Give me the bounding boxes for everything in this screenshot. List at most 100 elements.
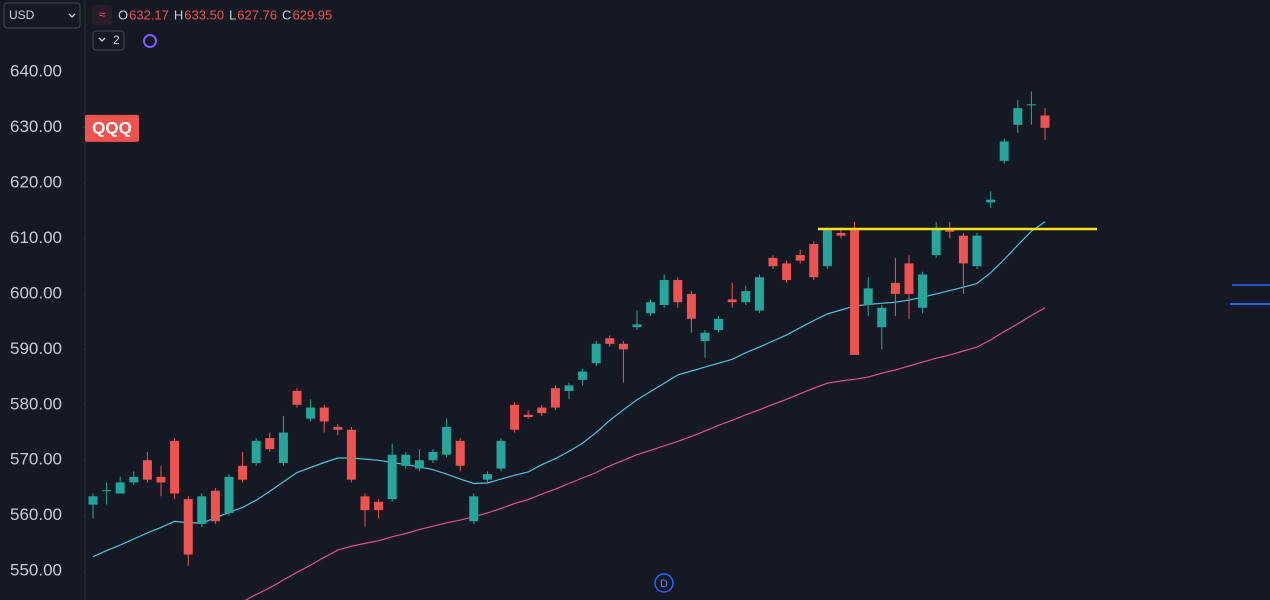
candle-body xyxy=(700,332,710,342)
y-tick-label: 610.00 xyxy=(10,228,62,247)
y-tick-label: 570.00 xyxy=(10,450,62,469)
event-marker[interactable] xyxy=(654,573,674,593)
legend-key: L xyxy=(229,7,236,22)
candle-body xyxy=(890,282,900,294)
symbol-icon-glyph: ≈ xyxy=(99,8,106,22)
candle-body xyxy=(265,438,275,450)
legend-value: 627.76 xyxy=(237,7,277,22)
currency-select[interactable] xyxy=(3,2,81,29)
candle-body xyxy=(782,263,792,281)
candle-body xyxy=(129,476,139,483)
candle-body xyxy=(945,230,955,232)
candle-body xyxy=(251,440,261,464)
candle-body xyxy=(591,343,601,364)
candle-body xyxy=(224,476,234,513)
candle-body xyxy=(156,476,166,483)
candle-body xyxy=(115,482,125,494)
candle-body xyxy=(523,414,533,418)
candle-body xyxy=(469,496,479,522)
price-label xyxy=(85,114,139,142)
candle-body xyxy=(646,302,656,314)
candle-body xyxy=(550,388,560,408)
candle-body xyxy=(578,371,588,380)
candle-body xyxy=(768,257,778,267)
candle-body xyxy=(142,460,152,480)
y-tick-label: 600.00 xyxy=(10,283,62,302)
candle-body xyxy=(292,390,302,405)
candle-body xyxy=(88,496,98,505)
candle-body xyxy=(333,426,343,430)
candle-body xyxy=(510,404,520,430)
candle-body xyxy=(482,474,492,480)
candle-body xyxy=(1026,104,1036,106)
moving-average xyxy=(244,307,1046,600)
candle-body xyxy=(904,263,914,294)
candle-body xyxy=(210,490,220,522)
candle-body xyxy=(428,451,438,461)
candle-body xyxy=(1013,108,1023,125)
legend-key: H xyxy=(174,7,183,22)
toggle-arrow xyxy=(98,37,106,42)
candle-body xyxy=(278,432,288,464)
legend-value: 629.95 xyxy=(292,7,332,22)
currency: USD xyxy=(9,8,35,22)
candle-body xyxy=(401,454,411,466)
candle-body xyxy=(346,429,356,480)
candle-body xyxy=(673,280,683,303)
candle-body xyxy=(564,385,574,391)
candle-body xyxy=(605,338,615,344)
candle-body xyxy=(1040,115,1050,128)
candle-body xyxy=(795,255,805,261)
candle-body xyxy=(741,291,751,303)
candle-body xyxy=(986,199,996,203)
candle-body xyxy=(714,318,724,330)
event-marker-label: D xyxy=(660,578,668,590)
candle-body xyxy=(863,288,873,305)
candle-body xyxy=(659,280,669,305)
candle-body xyxy=(618,343,628,350)
candle-body xyxy=(632,324,642,328)
candle-body xyxy=(686,293,696,319)
candle-body xyxy=(183,499,193,555)
candle-body xyxy=(836,232,846,236)
candle-body xyxy=(972,235,982,267)
candle-body xyxy=(958,235,968,264)
candle-body xyxy=(918,274,928,308)
reload-icon[interactable] xyxy=(143,34,157,48)
symbol-icon xyxy=(92,5,112,25)
candle-body xyxy=(170,440,180,494)
moving-average xyxy=(92,221,1046,558)
y-tick-label: 550.00 xyxy=(10,561,62,580)
y-tick-label: 590.00 xyxy=(10,339,62,358)
candle-body xyxy=(537,407,547,414)
candle-body xyxy=(754,277,764,311)
candle-body xyxy=(809,243,819,278)
candle-body xyxy=(822,230,832,267)
ohlc-legend: O 632.17 H 633.50 L 627.76 C 629.95 xyxy=(118,7,332,22)
select-arrow xyxy=(68,13,76,18)
candle-body xyxy=(360,496,370,511)
candle-body xyxy=(387,454,397,500)
candle-body xyxy=(197,496,207,525)
y-tick-label: 640.00 xyxy=(10,62,62,81)
legend-value: 633.50 xyxy=(184,7,224,22)
candle-body xyxy=(727,299,737,303)
candle-body xyxy=(442,426,452,455)
y-tick-label: 560.00 xyxy=(10,505,62,524)
indicator-count: 2 xyxy=(113,33,120,47)
candle-body xyxy=(999,141,1009,161)
candle-body xyxy=(455,440,465,466)
legend-key: O xyxy=(118,7,128,22)
candle-body xyxy=(102,490,112,492)
legend-key: C xyxy=(282,7,291,22)
candle-body xyxy=(374,501,384,511)
candle-body xyxy=(850,230,860,355)
candle-body xyxy=(319,407,329,422)
candle-body xyxy=(306,407,316,419)
y-tick-label: 620.00 xyxy=(10,172,62,191)
candle-body xyxy=(877,307,887,328)
candle-body xyxy=(414,460,424,469)
candle-body xyxy=(931,230,941,256)
indicator-toggle[interactable] xyxy=(92,30,125,51)
